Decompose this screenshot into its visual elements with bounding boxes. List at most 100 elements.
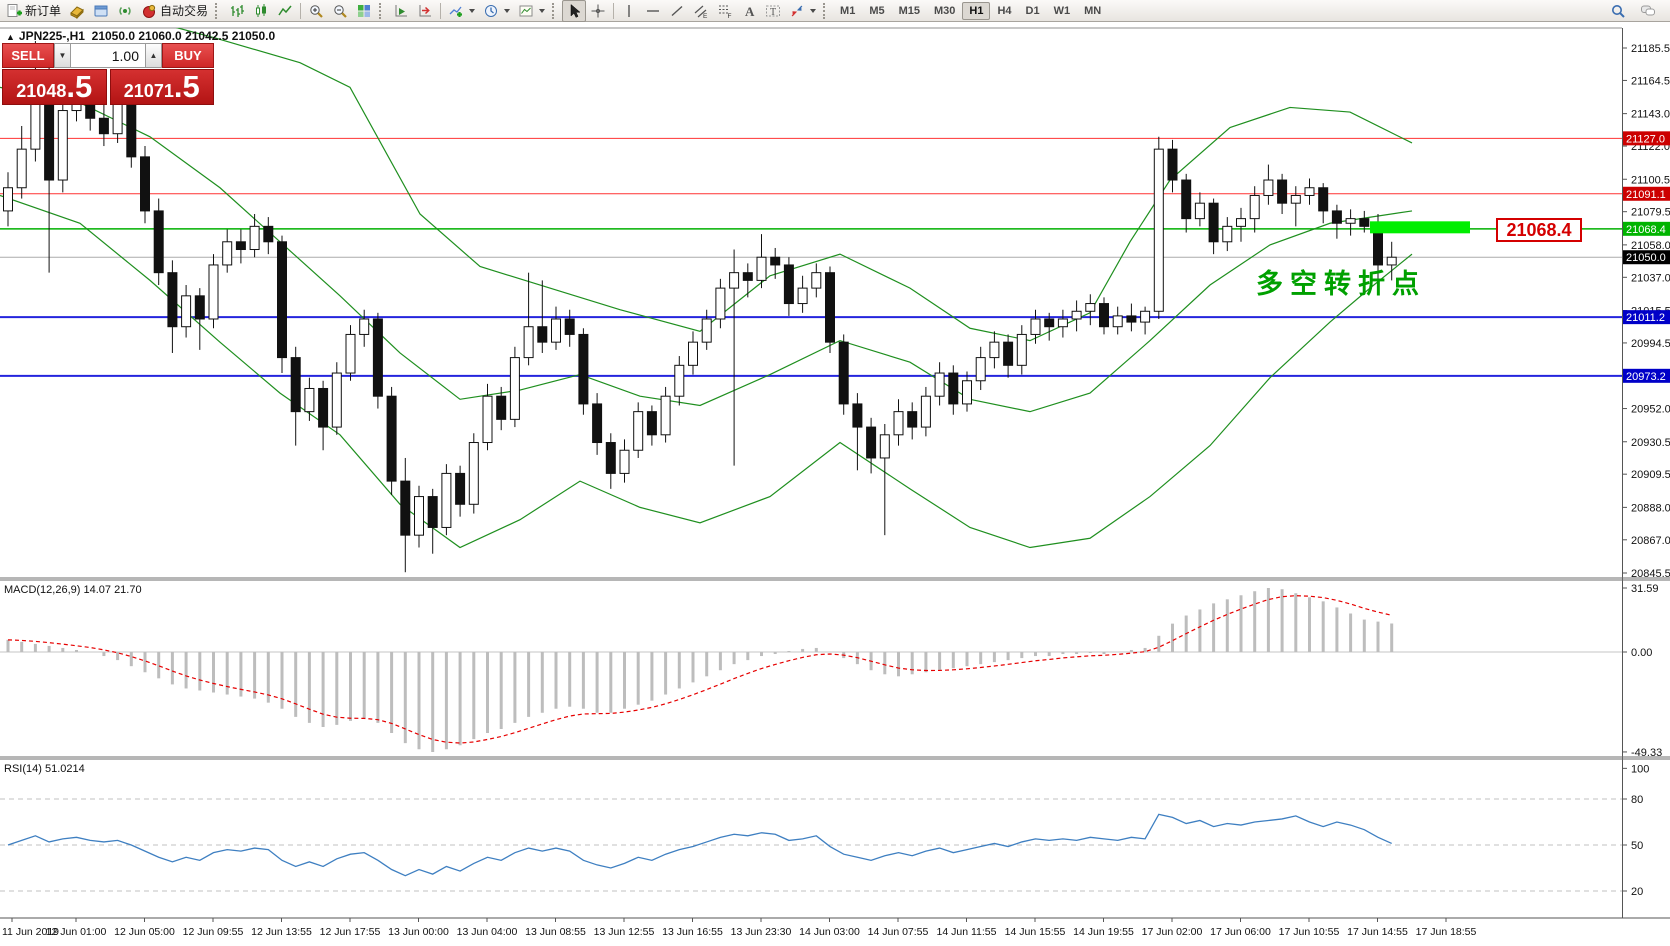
time-axis-label: 13 Jun 12:55 [594, 926, 655, 938]
candle-bull [468, 442, 479, 505]
time-axis-label: 17 Jun 02:00 [1142, 926, 1203, 938]
crosshair-button[interactable] [586, 0, 610, 22]
sell-button[interactable]: SELL [2, 43, 54, 68]
candle-bull [660, 395, 671, 436]
templates-button[interactable] [514, 0, 549, 22]
equidistant-channel-button[interactable]: E [689, 0, 713, 22]
zoom-out-button[interactable] [328, 0, 352, 22]
toolbar-separator [215, 2, 221, 19]
tile-windows-button[interactable] [352, 0, 376, 22]
search-button[interactable] [1606, 0, 1630, 22]
community-chat-button[interactable] [1636, 0, 1660, 22]
auto-trading-button[interactable]: 自动交易 [137, 0, 212, 22]
level-price-label: 21068.4 [1626, 224, 1666, 236]
candle-bear [290, 357, 301, 413]
vertical-line-button[interactable] [617, 0, 641, 22]
candle-bear [126, 102, 137, 158]
candle-bull [441, 472, 452, 528]
new-order-button[interactable]: 新订单 [2, 0, 65, 22]
text-label-button[interactable]: T [761, 0, 785, 22]
candle-bear [277, 241, 287, 359]
periods-button-dropdown-arrow[interactable] [504, 8, 511, 13]
arrows-button-dropdown-arrow[interactable] [810, 8, 817, 13]
volume-input[interactable]: 1.00 [71, 43, 145, 68]
auto-scroll-button[interactable] [389, 0, 413, 22]
timeframe-button-h4[interactable]: H4 [997, 4, 1012, 17]
price-axis-tick-label: 21143.0 [1631, 109, 1670, 121]
toolbar-separator [300, 2, 302, 19]
timeframe-button-w1[interactable]: W1 [1053, 4, 1071, 17]
candle-bull [1140, 310, 1151, 323]
fibonacci-button[interactable]: F [713, 0, 737, 22]
one-click-trade-panel: SELL ▼ 1.00 ▲ BUY 21048 .5 21071 .5 [2, 43, 214, 105]
timeframe-button-m30[interactable]: M30 [934, 4, 956, 17]
timeframe-button-h1[interactable]: H1 [962, 1, 991, 20]
candle-bull [1222, 225, 1233, 243]
chart-shift-button[interactable] [413, 0, 437, 22]
volume-decrease-button[interactable]: ▼ [54, 43, 71, 68]
candle-bull [1085, 303, 1096, 312]
templates-button-dropdown-arrow[interactable] [539, 8, 546, 13]
candle-bull [16, 148, 27, 189]
buy-price-display[interactable]: 21071 .5 [109, 69, 214, 105]
candle-bear [318, 387, 329, 428]
candle-bull [359, 318, 370, 335]
timeframe-button-d1[interactable]: D1 [1025, 4, 1040, 17]
candle-bull [57, 110, 68, 181]
candle-bull [249, 225, 260, 251]
periods-button[interactable] [479, 0, 514, 22]
candle-bull [181, 295, 192, 328]
macd-axis-tick-label: -49.33 [1631, 747, 1662, 759]
price-callout-label: 21068.4 [1496, 218, 1582, 242]
collapse-arrow-icon[interactable]: ▲ [6, 32, 15, 42]
candle-bear [742, 272, 753, 281]
horizontal-line-button[interactable] [641, 0, 665, 22]
timeframe-button-m5[interactable]: M5 [869, 4, 885, 17]
timeframe-button-m1[interactable]: M1 [840, 4, 856, 17]
text-button[interactable]: A [737, 0, 761, 22]
candle-bear [838, 341, 849, 405]
text-icon: A [741, 3, 757, 19]
zoom-in-button[interactable] [304, 0, 328, 22]
rsi-line [7, 813, 1392, 877]
buy-button[interactable]: BUY [162, 43, 214, 68]
chart-title: ▲ JPN225-,H1 21050.0 21060.0 21042.5 2105… [6, 29, 275, 43]
indicators-button[interactable] [444, 0, 479, 22]
bar-chart-button[interactable] [225, 0, 249, 22]
trend-line-button[interactable] [665, 0, 689, 22]
timeframe-button-mn[interactable]: MN [1084, 4, 1102, 17]
candle-bull [1071, 310, 1082, 320]
timeframe-button-m15[interactable]: M15 [898, 4, 920, 17]
candle-bear [140, 156, 150, 212]
market-watch-button[interactable] [113, 0, 137, 22]
svg-text:F: F [728, 13, 732, 19]
arrows-button[interactable] [785, 0, 820, 22]
auto-scroll-icon [393, 3, 409, 19]
candle-bull [975, 357, 986, 382]
price-axis-tick-label: 20888.0 [1631, 502, 1670, 514]
turning-point-annotation: 多空转折点 [1256, 269, 1426, 299]
time-axis-label: 14 Jun 07:55 [868, 926, 929, 938]
periods-icon [483, 3, 499, 19]
profiles-button[interactable] [89, 0, 113, 22]
candle-bear [153, 210, 164, 274]
auto-trading-button-label: 自动交易 [160, 4, 209, 18]
chart-profile-button[interactable] [65, 0, 89, 22]
candle-bull [619, 449, 630, 474]
indicators-button-dropdown-arrow[interactable] [469, 8, 476, 13]
chart-shift-icon [417, 3, 433, 19]
line-chart-button[interactable] [273, 0, 297, 22]
candle-bull [934, 372, 945, 397]
market-watch-icon [117, 3, 133, 19]
macd-signal-line [7, 595, 1392, 744]
volume-increase-button[interactable]: ▲ [145, 43, 162, 68]
time-axis-label: 12 Jun 01:00 [46, 926, 107, 938]
cursor-button[interactable] [562, 0, 587, 22]
trend-line-icon [669, 3, 685, 19]
candlestick-button[interactable] [249, 0, 273, 22]
templates-icon [518, 3, 534, 19]
sell-price-display[interactable]: 21048 .5 [2, 69, 107, 105]
candle-bull [1263, 179, 1274, 196]
time-axis-label: 13 Jun 23:30 [731, 926, 792, 938]
candle-bear [770, 256, 781, 266]
